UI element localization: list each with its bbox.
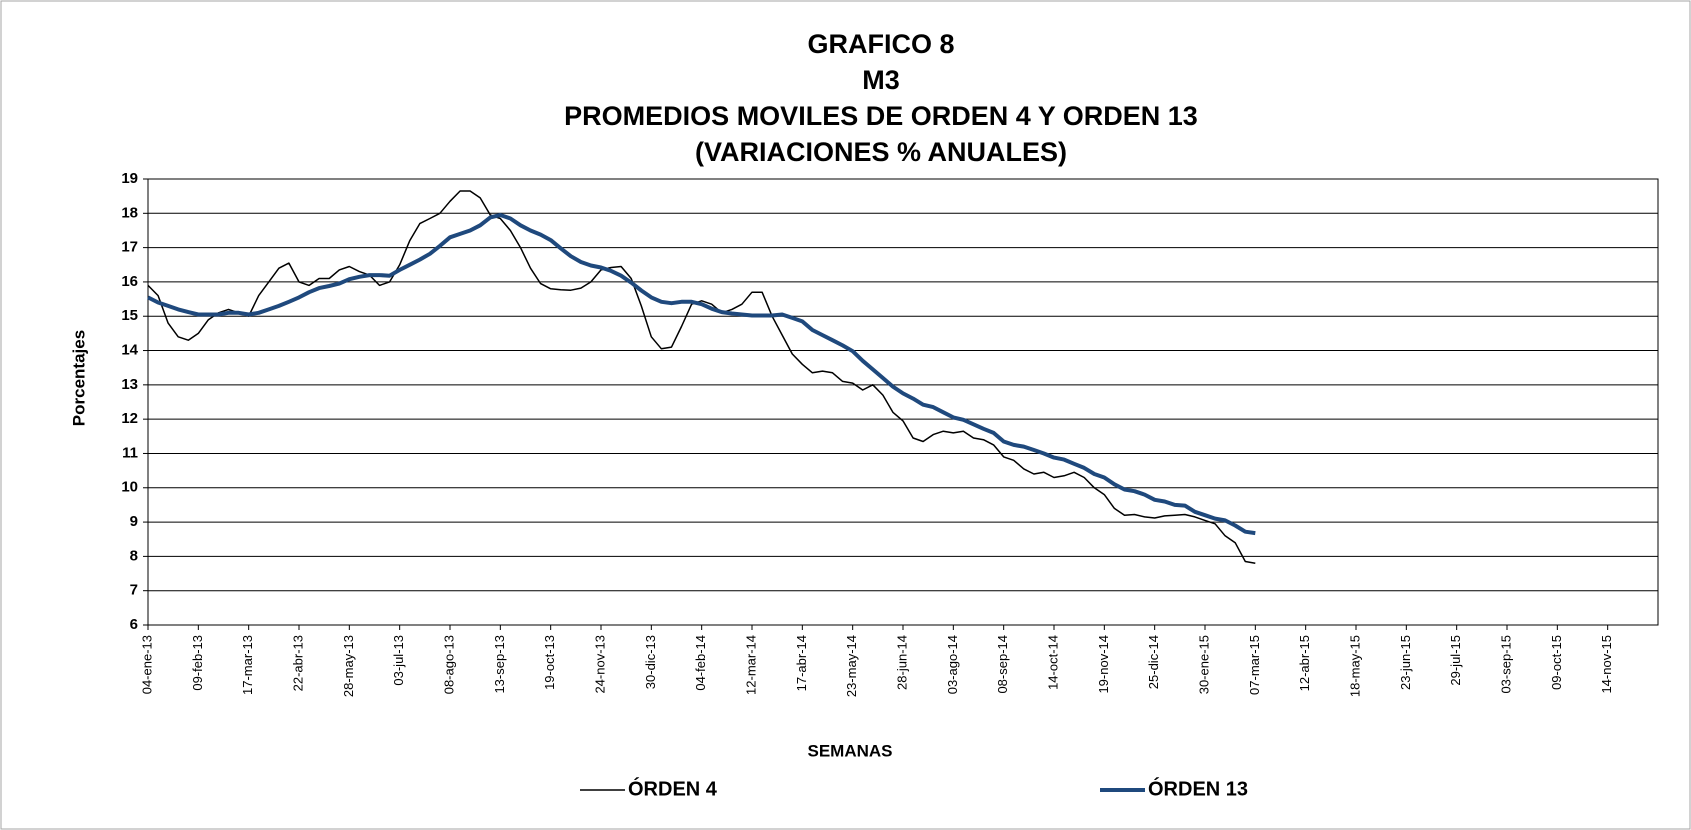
- x-tick-label: 17-abr-14: [794, 635, 809, 691]
- chart-title: PROMEDIOS MOVILES DE ORDEN 4 Y ORDEN 13: [564, 101, 1198, 131]
- x-tick-label: 28-may-13: [341, 635, 356, 697]
- x-tick-label: 19-oct-13: [542, 635, 557, 690]
- x-tick-label: 30-ene-15: [1196, 635, 1211, 694]
- x-axis-label: SEMANAS: [807, 741, 892, 760]
- chart-title: (VARIACIONES % ANUALES): [695, 137, 1067, 167]
- y-tick-label: 17: [121, 239, 138, 256]
- series-line: [147, 190, 1256, 564]
- x-tick-label: 30-dic-13: [643, 635, 658, 689]
- y-tick-label: 11: [122, 444, 138, 461]
- x-tick-label: 18-may-15: [1347, 635, 1362, 697]
- y-tick-label: 15: [121, 307, 138, 324]
- chart-title: GRAFICO 8: [807, 29, 954, 59]
- x-tick-label: 08-ago-13: [441, 635, 456, 694]
- y-tick-label: 7: [130, 582, 138, 599]
- x-tick-label: 25-dic-14: [1146, 635, 1161, 689]
- y-tick-label: 10: [121, 479, 138, 496]
- x-tick-label: 07-mar-15: [1247, 635, 1262, 695]
- y-tick-label: 9: [130, 513, 138, 530]
- x-tick-label: 12-mar-14: [743, 635, 758, 695]
- x-tick-label: 28-jun-14: [894, 635, 909, 690]
- x-tick-label: 17-mar-13: [240, 635, 255, 695]
- x-tick-label: 14-oct-14: [1045, 635, 1060, 690]
- chart-title: M3: [862, 65, 900, 95]
- y-tick-label: 14: [121, 342, 138, 359]
- x-tick-label: 14-nov-15: [1599, 635, 1614, 694]
- y-axis-label: Porcentajes: [69, 330, 88, 426]
- y-tick-label: 6: [130, 616, 138, 633]
- x-tick-label: 23-may-14: [844, 635, 859, 697]
- x-tick-label: 09-oct-15: [1549, 635, 1564, 690]
- y-tick-label: 8: [130, 547, 138, 564]
- x-tick-label: 24-nov-13: [592, 635, 607, 694]
- x-tick-label: 03-sep-15: [1498, 635, 1513, 694]
- x-tick-label: 04-ene-13: [139, 635, 154, 694]
- x-tick-label: 23-jun-15: [1398, 635, 1413, 690]
- series-line: [147, 213, 1256, 536]
- x-tick-label: 04-feb-14: [693, 635, 708, 691]
- legend-label: ÓRDEN 4: [628, 776, 718, 800]
- x-tick-label: 22-abr-13: [290, 635, 305, 691]
- y-tick-label: 12: [121, 410, 138, 427]
- x-tick-label: 13-sep-13: [492, 635, 507, 694]
- x-tick-label: 03-ago-14: [945, 635, 960, 694]
- y-tick-label: 19: [121, 170, 138, 187]
- x-tick-label: 19-nov-14: [1096, 635, 1111, 694]
- y-tick-label: 18: [121, 204, 138, 221]
- y-tick-label: 16: [121, 273, 138, 290]
- x-tick-label: 08-sep-14: [995, 635, 1010, 694]
- legend-label: ÓRDEN 13: [1148, 776, 1248, 800]
- x-tick-label: 12-abr-15: [1297, 635, 1312, 691]
- x-tick-label: 03-jul-13: [391, 635, 406, 686]
- x-tick-label: 29-jul-15: [1448, 635, 1463, 686]
- y-tick-label: 13: [121, 376, 138, 393]
- x-tick-label: 09-feb-13: [190, 635, 205, 691]
